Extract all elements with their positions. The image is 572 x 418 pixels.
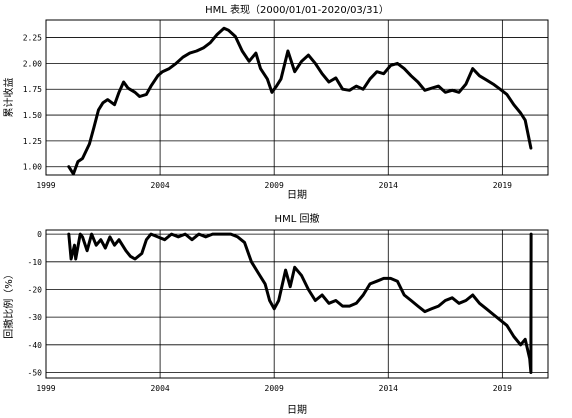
y-tick-label: 2.25 <box>23 34 42 43</box>
y-tick-label: 1.00 <box>23 163 42 172</box>
x-tick-label: 2009 <box>265 384 284 393</box>
y-tick-label: -20 <box>28 285 43 294</box>
chart-title: HML 回撤 <box>275 212 320 225</box>
series-line-0 <box>67 26 533 176</box>
x-tick-label: 2009 <box>265 181 284 190</box>
drawdown-panel: 1999 2004 2009 2014 2019 0 -10 -20 -30 -40 -50 HML … <box>2 212 549 416</box>
series-line-1 <box>67 232 533 374</box>
y-tick-label: -10 <box>28 258 43 267</box>
y-tick-label: -50 <box>28 368 43 377</box>
x-axis-label: 日期 <box>287 404 307 416</box>
performance-panel: 1999 2004 2009 2014 2019 1.00 1.25 1.50 1.75 2.00… <box>2 3 549 201</box>
x-tick-label: 2004 <box>150 384 169 393</box>
x-tick-label: 2004 <box>150 181 169 190</box>
plot-frame <box>45 229 549 379</box>
x-tick-label: 2014 <box>379 384 398 393</box>
x-tick-label: 1999 <box>36 181 55 190</box>
plot-frame <box>45 19 549 176</box>
y-tick-label: 1.50 <box>23 111 42 120</box>
y-tick-label: 1.25 <box>23 137 42 146</box>
x-tick-label: 2019 <box>493 384 512 393</box>
chart-title: HML 表现（2000/01/01-2020/03/31） <box>205 3 389 16</box>
y-tick-label: -30 <box>28 313 43 322</box>
y-tick-label: 2.00 <box>23 59 42 68</box>
y-axis-label: 累计收益 <box>2 78 15 118</box>
y-tick-label: -40 <box>28 341 43 350</box>
y-axis-label: 回撤比例（%） <box>2 269 15 339</box>
x-axis-label: 日期 <box>287 189 307 201</box>
x-tick-label: 1999 <box>36 384 55 393</box>
y-tick-label: 1.75 <box>23 85 42 94</box>
x-tick-label: 2014 <box>379 181 398 190</box>
x-tick-label: 2019 <box>493 181 512 190</box>
y-tick-label: 0 <box>37 230 42 239</box>
